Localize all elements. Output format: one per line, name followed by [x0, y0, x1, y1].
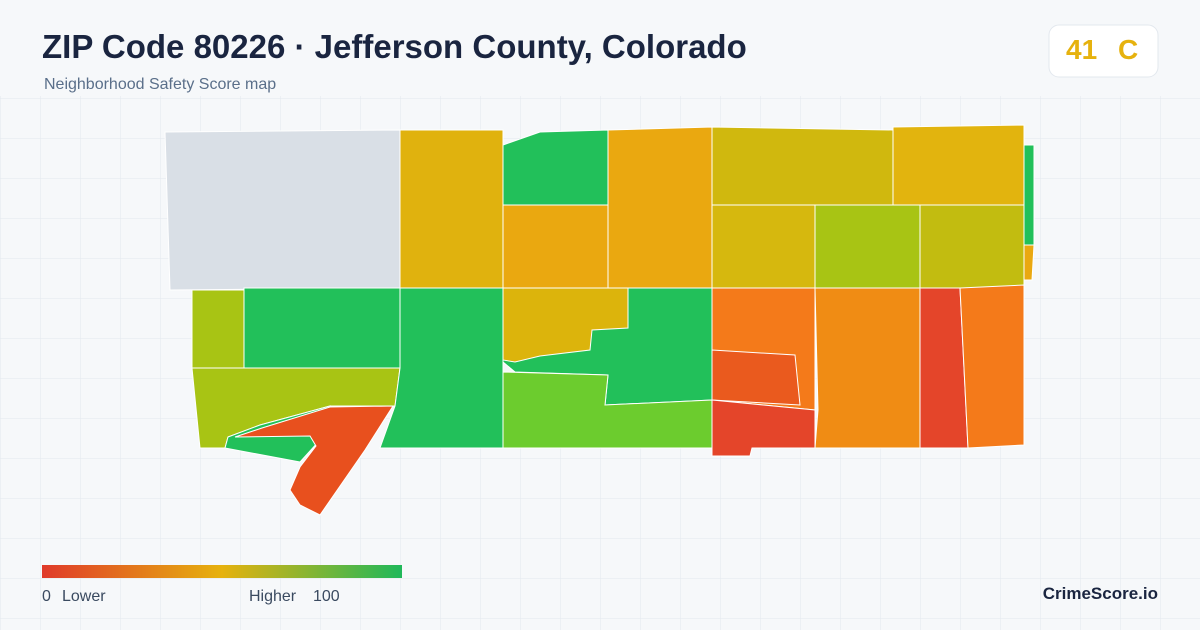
area: [1023, 244, 1035, 281]
legend-min-label: Lower: [62, 588, 106, 605]
area: [191, 289, 245, 369]
area: [711, 204, 816, 289]
score-badge: [1048, 24, 1159, 78]
area: [814, 287, 921, 449]
area: [711, 399, 816, 457]
area: [164, 129, 401, 291]
score-grade: C: [1118, 34, 1139, 65]
area: [711, 126, 894, 206]
subtitle: Neighborhood Safety Score map: [44, 76, 277, 93]
brand: CrimeScore.io: [1042, 584, 1158, 603]
area: [959, 284, 1025, 449]
area: [892, 124, 1025, 206]
area: [814, 204, 921, 289]
legend-max: 100: [313, 588, 340, 605]
area: [502, 287, 629, 363]
area: [919, 204, 1025, 289]
area: [243, 287, 401, 369]
area: [711, 349, 801, 406]
area: [502, 204, 609, 289]
area: [234, 405, 394, 516]
zip-areas: [164, 124, 1035, 516]
legend-gradient: [42, 565, 402, 578]
area: [607, 126, 713, 289]
legend-min: 0: [42, 588, 51, 605]
score-value: 41: [1066, 34, 1098, 65]
area: [1023, 144, 1035, 246]
area: [399, 129, 504, 289]
title: ZIP Code 80226 · Jefferson County, Color…: [42, 28, 747, 65]
area: [502, 129, 609, 206]
legend-max-label: Higher: [249, 588, 297, 605]
